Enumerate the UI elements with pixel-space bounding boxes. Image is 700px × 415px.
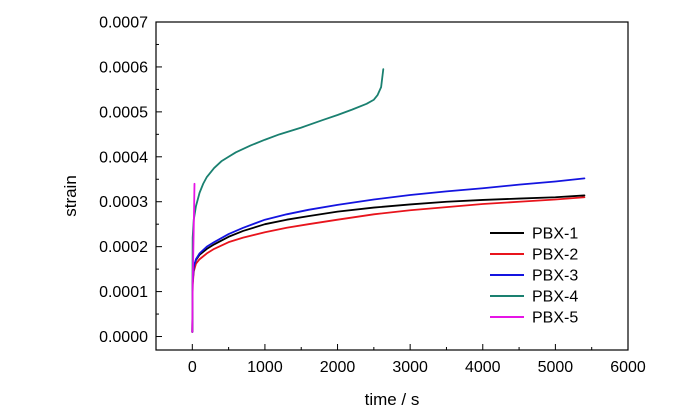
- legend-label: PBX-1: [532, 226, 578, 243]
- y-axis-label: strain: [61, 175, 80, 217]
- y-tick-label: 0.0000: [99, 329, 148, 346]
- x-tick-label: 2000: [320, 359, 356, 376]
- x-tick-label: 3000: [392, 359, 428, 376]
- y-tick-label: 0.0005: [99, 104, 148, 121]
- y-tick-label: 0.0007: [99, 15, 148, 32]
- y-tick-label: 0.0006: [99, 59, 148, 76]
- x-tick-label: 1000: [247, 359, 283, 376]
- legend-label: PBX-4: [532, 289, 578, 306]
- series-line-pbx-1: [191, 194, 586, 333]
- legend-label: PBX-2: [532, 247, 578, 264]
- y-tick-label: 0.0002: [99, 239, 148, 256]
- y-tick-label: 0.0004: [99, 149, 148, 166]
- series-lines: [191, 68, 586, 333]
- plot-area-border: [155, 21, 629, 351]
- y-axis-ticks: 0.0000 0.0001 0.0002 0.0003 0.0004 0.0005 0.00…: [99, 15, 162, 346]
- legend-label: PBX-3: [532, 268, 578, 285]
- y-tick-label: 0.0003: [99, 194, 148, 211]
- x-tick-label: 6000: [610, 359, 646, 376]
- series-line-pbx-2: [191, 196, 586, 333]
- x-axis-ticks: 0 1000 2000 3000 4000 5000 6000: [155, 344, 646, 376]
- plot-frame: [155, 21, 629, 351]
- x-tick-label: 4000: [465, 359, 501, 376]
- legend-label: PBX-5: [532, 310, 578, 327]
- x-tick-label: 5000: [538, 359, 574, 376]
- x-axis-label: time / s: [365, 390, 420, 409]
- series-line-pbx-5: [191, 182, 196, 333]
- legend: PBX-1 PBX-2 PBX-3 PBX-4 PBX-5: [490, 226, 578, 327]
- y-tick-label: 0.0001: [99, 284, 148, 301]
- x-tick-label: 0: [188, 359, 197, 376]
- series-line-pbx-4: [191, 68, 385, 333]
- series-line-pbx-3: [191, 177, 586, 333]
